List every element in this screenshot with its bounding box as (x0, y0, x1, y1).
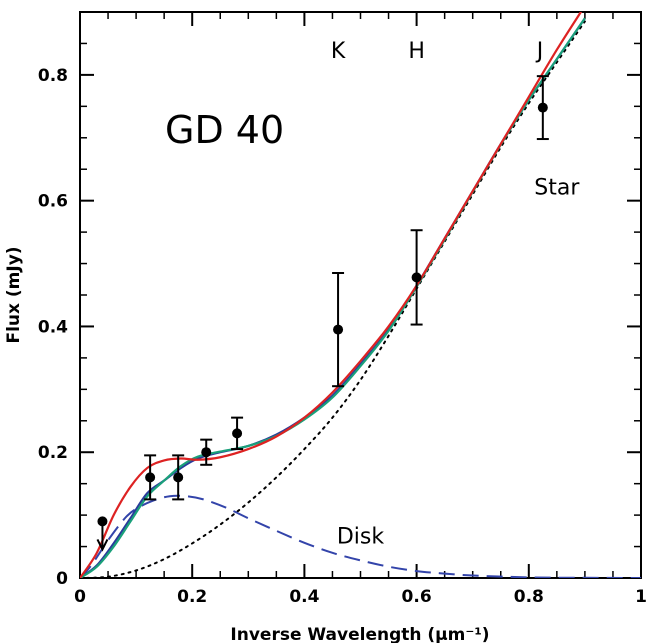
y-tick-label: 0.2 (38, 443, 68, 463)
data-point (145, 472, 156, 483)
chart-title: GD 40 (165, 108, 284, 152)
band-label-h: H (408, 39, 425, 64)
band-label-j: J (535, 39, 544, 64)
y-tick-label: 0.6 (38, 192, 68, 212)
y-tick-label: 0.8 (38, 66, 68, 86)
x-tick-label: 0.4 (289, 587, 319, 607)
series-line-2 (80, 17, 586, 578)
data-point (333, 324, 344, 335)
series-line-3 (80, 17, 586, 578)
x-tick-label: 0.2 (177, 587, 207, 607)
data-point (201, 447, 212, 458)
data-point (173, 472, 184, 483)
series-line-1 (80, 494, 641, 578)
axes: 0 0.2 0.4 0.6 0.8 1 0 0.2 0.4 0.6 0.8 (38, 12, 647, 607)
series-layer (80, 12, 641, 578)
y-tick-label: 0.4 (38, 317, 68, 337)
y-axis-label: Flux (mJy) (4, 246, 24, 343)
series-line-0 (80, 20, 586, 578)
data-point (97, 516, 108, 527)
data-point (232, 428, 243, 439)
series-line-4 (80, 12, 583, 578)
x-tick-label: 1 (635, 587, 647, 607)
x-tick-label: 0.6 (402, 587, 432, 607)
points-layer (96, 75, 549, 552)
x-axis-label: Inverse Wavelength (μm⁻¹) (230, 625, 489, 643)
annotation-star: Star (534, 175, 580, 200)
y-tick-label: 0 (56, 569, 68, 589)
annotation-disk: Disk (337, 524, 385, 549)
x-tick-label: 0.8 (514, 587, 544, 607)
labels-layer: K H J Star Disk (331, 39, 581, 549)
x-tick-label: 0 (74, 587, 86, 607)
data-point (411, 272, 422, 283)
plot-frame (79, 11, 642, 579)
data-point (537, 102, 548, 113)
upper-limit-arrow-head (96, 538, 109, 552)
band-label-k: K (331, 39, 346, 64)
